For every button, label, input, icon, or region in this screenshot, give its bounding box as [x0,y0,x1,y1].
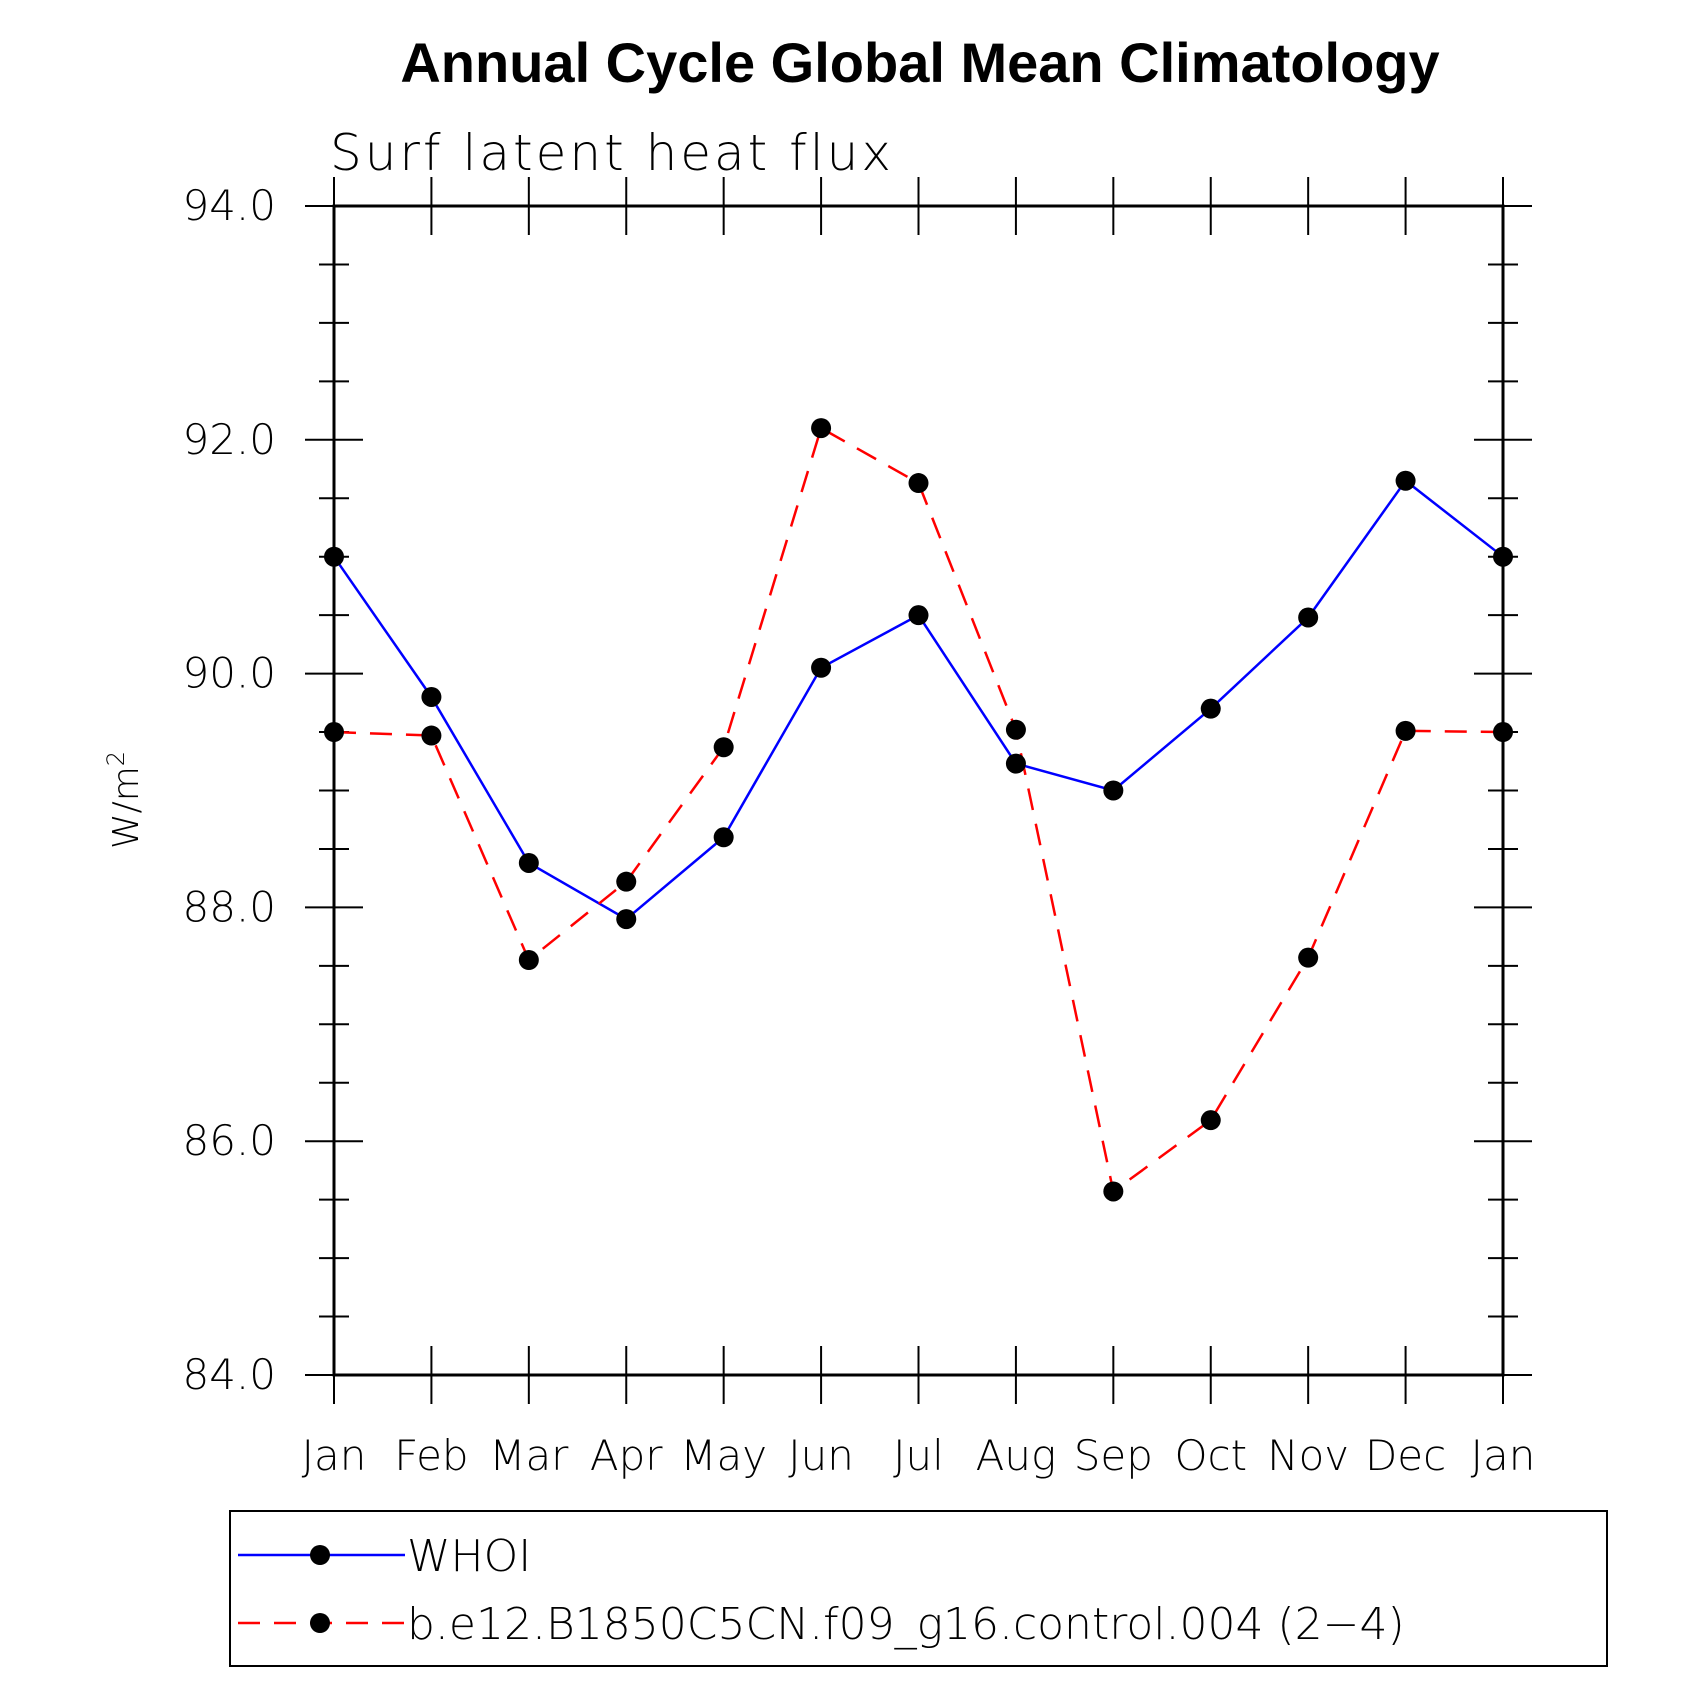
legend-marker-control [310,1613,330,1633]
y-tick-label: 88.0 [182,882,276,931]
series-0-point [908,605,929,626]
series-0-point [1005,753,1026,774]
axis-tick-labels: 84.0 86.0 88.0 90.0 92.0 94.0 Jan Feb Mar Apr May J… [182,181,1535,1480]
y-axis-label: W/m2 [102,751,147,849]
x-tick-label: Sep [1074,1431,1153,1480]
series-0-point [1103,780,1124,801]
series-0-point [1395,470,1416,491]
x-tick-label: Jul [893,1431,944,1480]
legend-label-control: b.e12.B1850C5CN.f09_g16.control.004 (2−4… [407,1599,1405,1650]
x-tick-label: Aug [976,1431,1057,1480]
plot-frame [332,204,1505,1377]
series-1-point [421,725,442,746]
series-0-point [518,852,539,873]
y-axis-label-superscript: 2 [102,751,130,766]
series-1-point [713,737,734,758]
x-tick-label: Jun [788,1431,854,1480]
series-line-0 [332,478,1504,921]
series-1-point [908,473,929,494]
x-tick-label: Apr [590,1431,663,1480]
series-1-point [1298,947,1319,968]
legend-label-whoi: WHOI [407,1531,531,1582]
legend-box [229,1510,1608,1667]
legend: WHOI b.e12.B1850C5CN.f09_g16.control.004… [229,1510,1608,1667]
x-tick-label: Nov [1267,1431,1349,1480]
x-tick-label: Dec [1365,1431,1446,1480]
series-1-point [1200,1110,1221,1131]
y-tick-label: 84.0 [182,1350,276,1399]
chart-title: Annual Cycle Global Mean Climatology [400,31,1439,94]
legend-marker-whoi [310,1545,330,1565]
series-1-point [1005,719,1026,740]
x-tick-label: Feb [394,1431,468,1480]
series-0-point [1200,698,1221,719]
y-axis-label-text: W/m [106,766,147,849]
y-tick-label: 86.0 [182,1116,276,1165]
series-0-point [421,686,442,707]
x-tick-label: Oct [1174,1431,1247,1480]
series-1-point [518,950,539,971]
x-tick-label: Jan [1471,1431,1536,1480]
series-0-point [1298,607,1319,628]
x-tick-label: Mar [489,1431,569,1480]
x-tick-label: May [680,1431,767,1480]
y-tick-label: 94.0 [182,181,276,230]
series-line-1 [333,426,1504,1194]
axis-ticks [305,177,1532,1404]
series-0-point [1493,546,1513,567]
series-1-point [324,722,344,743]
series-0-point [616,909,637,930]
y-tick-label: 90.0 [182,649,276,698]
y-tick-label: 92.0 [182,415,276,464]
series-0-point [713,827,734,848]
series-0-point [811,657,832,678]
series-markers [324,418,1513,1202]
chart-subtitle: Surf latent heat flux [330,124,894,182]
series-lines [332,426,1504,1194]
series-1-point [616,871,637,892]
series-0-point [324,546,344,567]
series-1-point [811,418,832,439]
x-tick-label: Jan [302,1431,367,1480]
series-1-point [1493,722,1513,743]
series-1-point [1103,1181,1124,1202]
series-1-point [1395,720,1416,741]
